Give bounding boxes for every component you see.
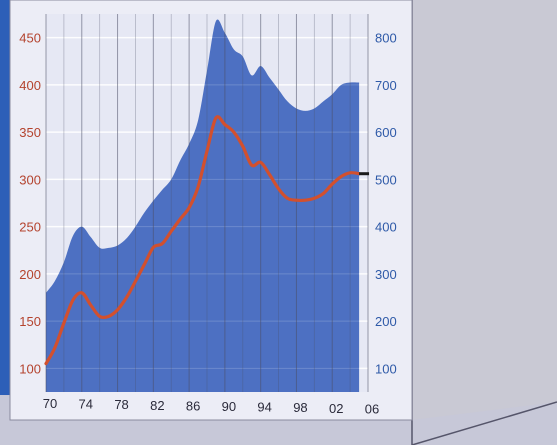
x-tick-label: 06: [365, 401, 379, 416]
right-tick-label: 600: [375, 125, 397, 140]
left-tick-label: 250: [19, 220, 41, 235]
x-tick-label: 70: [43, 396, 57, 411]
left-axis-ticks: 100 150 200 250 300 350 400 450: [19, 31, 41, 377]
line-series-layer: [44, 115, 370, 366]
x-tick-label: 86: [186, 398, 200, 413]
left-tick-label: 350: [19, 125, 41, 140]
right-tick-label: 800: [375, 31, 397, 46]
x-tick-label: 90: [222, 399, 236, 414]
x-tick-label: 94: [257, 400, 271, 415]
x-tick-label: 78: [114, 397, 128, 412]
left-blue-frame: [0, 0, 10, 395]
right-tick-label: 200: [375, 314, 397, 329]
x-tick-label: 74: [79, 397, 93, 412]
x-axis-ticks: 70 74 78 82 86 90 94 98 02 06: [43, 396, 379, 416]
right-tick-label: 400: [375, 220, 397, 235]
right-tick-label: 500: [375, 172, 397, 187]
x-tick-label: 98: [293, 400, 307, 415]
vertical-grid-lines: [45, 14, 369, 392]
x-tick-label: 82: [150, 398, 164, 413]
right-axis-ticks: 100 200 300 400 500 600 700 800: [375, 31, 397, 377]
right-tick-label: 300: [375, 267, 397, 282]
left-tick-label: 200: [19, 267, 41, 282]
line-series: [44, 115, 361, 366]
left-tick-label: 150: [19, 314, 41, 329]
right-tick-label: 700: [375, 78, 397, 93]
left-tick-label: 100: [19, 361, 41, 376]
x-tick-label: 02: [329, 401, 343, 416]
left-tick-label: 450: [19, 31, 41, 46]
left-tick-label: 300: [19, 172, 41, 187]
right-tick-label: 100: [375, 361, 397, 376]
left-tick-label: 400: [19, 78, 41, 93]
